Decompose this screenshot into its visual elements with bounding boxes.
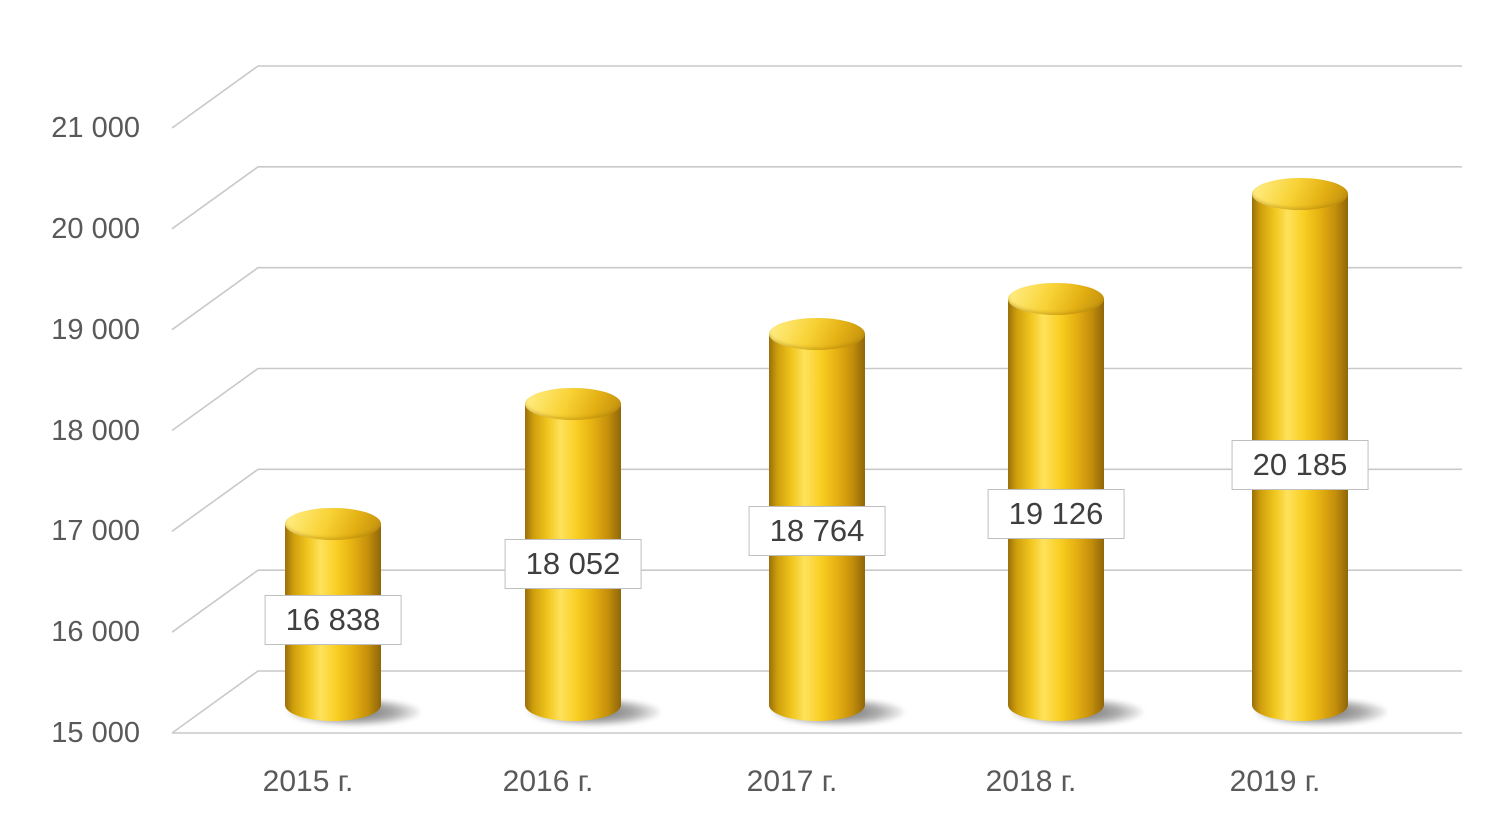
y-axis-tick-label: 17 000 xyxy=(51,515,140,548)
bar-top-ellipse xyxy=(1008,282,1104,315)
x-axis-category-label: 2017 г. xyxy=(746,765,838,798)
x-axis-category-label: 2015 г. xyxy=(262,765,354,798)
bar-top-ellipse xyxy=(1252,178,1348,211)
bar-top-ellipse xyxy=(769,318,865,351)
data-label: 19 126 xyxy=(987,488,1125,539)
y-axis-tick-label: 16 000 xyxy=(51,616,140,649)
gridline xyxy=(171,166,1462,230)
data-label: 18 052 xyxy=(504,538,642,589)
y-axis-tick-label: 20 000 xyxy=(51,212,140,245)
y-axis-tick-label: 21 000 xyxy=(51,112,140,144)
bar-top-ellipse xyxy=(525,388,621,421)
gridline xyxy=(171,266,1462,331)
gridline xyxy=(171,65,1462,129)
data-label: 20 185 xyxy=(1231,439,1369,490)
data-label: 16 838 xyxy=(264,594,402,645)
bar-top-ellipse xyxy=(285,507,381,540)
y-axis-tick-label: 18 000 xyxy=(51,414,140,447)
y-axis-tick-label: 19 000 xyxy=(51,313,140,346)
x-axis-category-label: 2018 г. xyxy=(985,765,1077,798)
x-axis-category-label: 2019 г. xyxy=(1229,765,1321,798)
data-label: 18 764 xyxy=(748,505,886,556)
x-axis-category-label: 2016 г. xyxy=(502,765,594,798)
y-axis-tick-label: 15 000 xyxy=(51,717,140,749)
